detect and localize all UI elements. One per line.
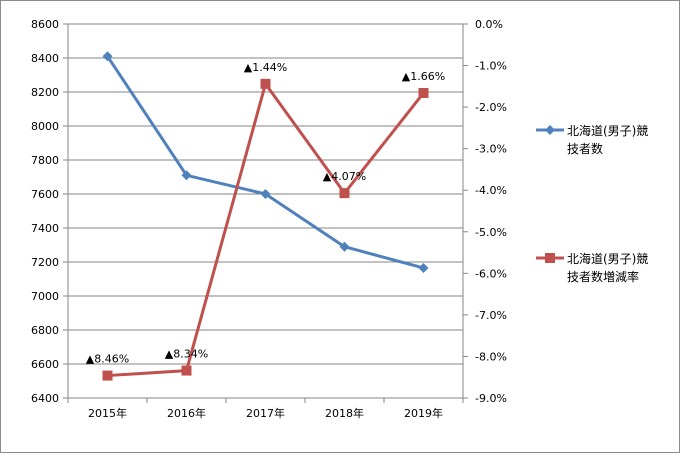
data-point-marker	[102, 370, 113, 381]
left-tick-label: 7000	[31, 290, 59, 303]
data-point-marker	[418, 87, 429, 98]
legend-label: 技者数増減率	[567, 269, 639, 284]
data-point-marker	[339, 188, 350, 199]
right-tick-label: 0.0%	[475, 18, 503, 31]
legend-label: 技者数	[567, 141, 603, 156]
left-tick-label: 7600	[31, 188, 59, 201]
left-tick-label: 8000	[31, 120, 59, 133]
left-tick-label: 7200	[31, 256, 59, 269]
right-tick-label: -3.0%	[475, 143, 507, 156]
left-tick-label: 7800	[31, 154, 59, 167]
left-tick-label: 8400	[31, 52, 59, 65]
right-tick-label: -6.0%	[475, 267, 507, 280]
data-point-marker	[260, 78, 271, 89]
legend-marker	[545, 253, 555, 263]
legend-label: 北海道(男子)競	[567, 251, 648, 266]
data-label: ▲4.07%	[323, 170, 366, 183]
x-tick-label: 2019年	[404, 406, 443, 420]
right-tick-label: -8.0%	[475, 350, 507, 363]
left-tick-label: 6600	[31, 358, 59, 371]
data-point-marker	[181, 365, 192, 376]
right-tick-label: -4.0%	[475, 184, 507, 197]
data-point-marker	[181, 170, 192, 181]
left-tick-label: 8600	[31, 18, 59, 31]
right-tick-label: -2.0%	[475, 101, 507, 114]
left-tick-label: 8200	[31, 86, 59, 99]
left-tick-label: 7400	[31, 222, 59, 235]
data-point-marker	[260, 189, 271, 199]
data-point-marker	[418, 262, 429, 273]
x-tick-label: 2016年	[167, 406, 206, 420]
data-point-marker	[102, 51, 113, 62]
right-tick-label: -7.0%	[475, 309, 507, 322]
legend-marker	[545, 125, 555, 135]
data-label: ▲8.34%	[165, 348, 208, 361]
x-tick-label: 2015年	[88, 406, 127, 420]
left-tick-label: 6400	[31, 392, 59, 405]
x-tick-label: 2018年	[325, 406, 364, 420]
x-tick-label: 2017年	[246, 406, 285, 420]
legend-label: 北海道(男子)競	[567, 123, 648, 138]
right-tick-label: -9.0%	[475, 392, 507, 405]
data-label: ▲8.46%	[86, 353, 129, 366]
right-tick-label: -5.0%	[475, 226, 507, 239]
right-tick-label: -1.0%	[475, 60, 507, 73]
data-label: ▲1.44%	[244, 61, 287, 74]
left-tick-label: 6800	[31, 324, 59, 337]
data-point-marker	[339, 241, 350, 252]
data-label: ▲1.66%	[402, 70, 445, 83]
